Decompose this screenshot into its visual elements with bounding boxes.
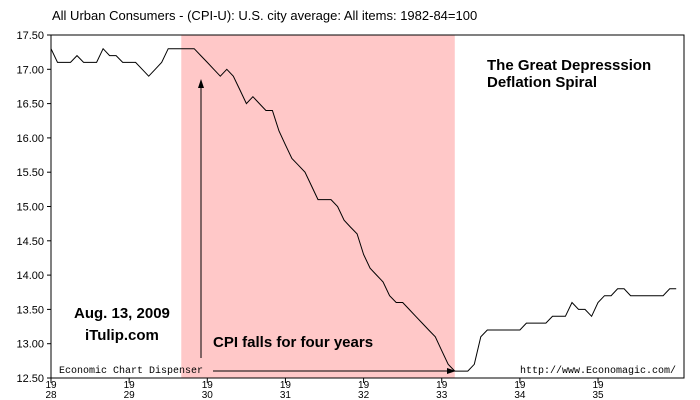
heading-line-2: Deflation Spiral [487,74,597,91]
y-tick-label: 17.00 [16,64,44,76]
heading-line-1: The Great Depresssion [487,57,651,74]
callout-annotation: CPI falls for four years [213,334,373,351]
x-tick-label-bottom: 35 [592,390,604,400]
x-tick-label-bottom: 30 [202,390,214,400]
x-tick-label-bottom: 34 [514,390,526,400]
deflation-highlight-band [181,35,455,378]
x-tick-label-bottom: 33 [436,390,448,400]
x-tick-label-bottom: 31 [280,390,292,400]
y-tick-label: 15.50 [16,167,44,179]
y-tick-label: 17.50 [16,30,44,42]
x-tick-label-top: 19 [45,380,57,391]
plot-frame [50,34,685,379]
x-tick-label-top: 19 [202,380,214,391]
source-right-label: http://www.Economagic.com/ [520,365,676,377]
y-tick-label: 14.00 [16,270,44,282]
x-tick-label-top: 19 [280,380,292,391]
date-annotation: Aug. 13, 2009 [74,305,170,322]
x-tick-label-top: 19 [592,380,604,391]
y-tick-label: 15.00 [16,202,44,214]
site-annotation: iTulip.com [85,327,159,344]
x-tick-label-bottom: 32 [358,390,370,400]
y-tick-label: 13.50 [16,304,44,316]
y-tick-label: 14.50 [16,236,44,248]
y-tick-label: 13.00 [16,339,44,351]
y-axis-ticks: 17.50 17.00 16.50 16.00 15.50 15.00 14.50 14.00… [16,30,51,385]
x-tick-label-top: 19 [436,380,448,391]
vertical-arrow-head [198,79,204,88]
y-tick-label: 16.50 [16,99,44,111]
source-left-label: Economic Chart Dispenser [59,365,203,377]
y-tick-label: 16.00 [16,133,44,145]
y-tick-label: 12.50 [16,373,44,385]
x-tick-label-bottom: 29 [124,390,136,400]
horizontal-arrow-head [447,368,456,374]
x-tick-label-top: 19 [514,380,526,391]
x-tick-label-top: 19 [124,380,136,391]
chart-title: All Urban Consumers - (CPI-U): U.S. city… [52,8,477,23]
cpi-series-line [50,47,677,372]
x-tick-label-top: 19 [358,380,370,391]
x-tick-label-bottom: 28 [45,390,57,400]
